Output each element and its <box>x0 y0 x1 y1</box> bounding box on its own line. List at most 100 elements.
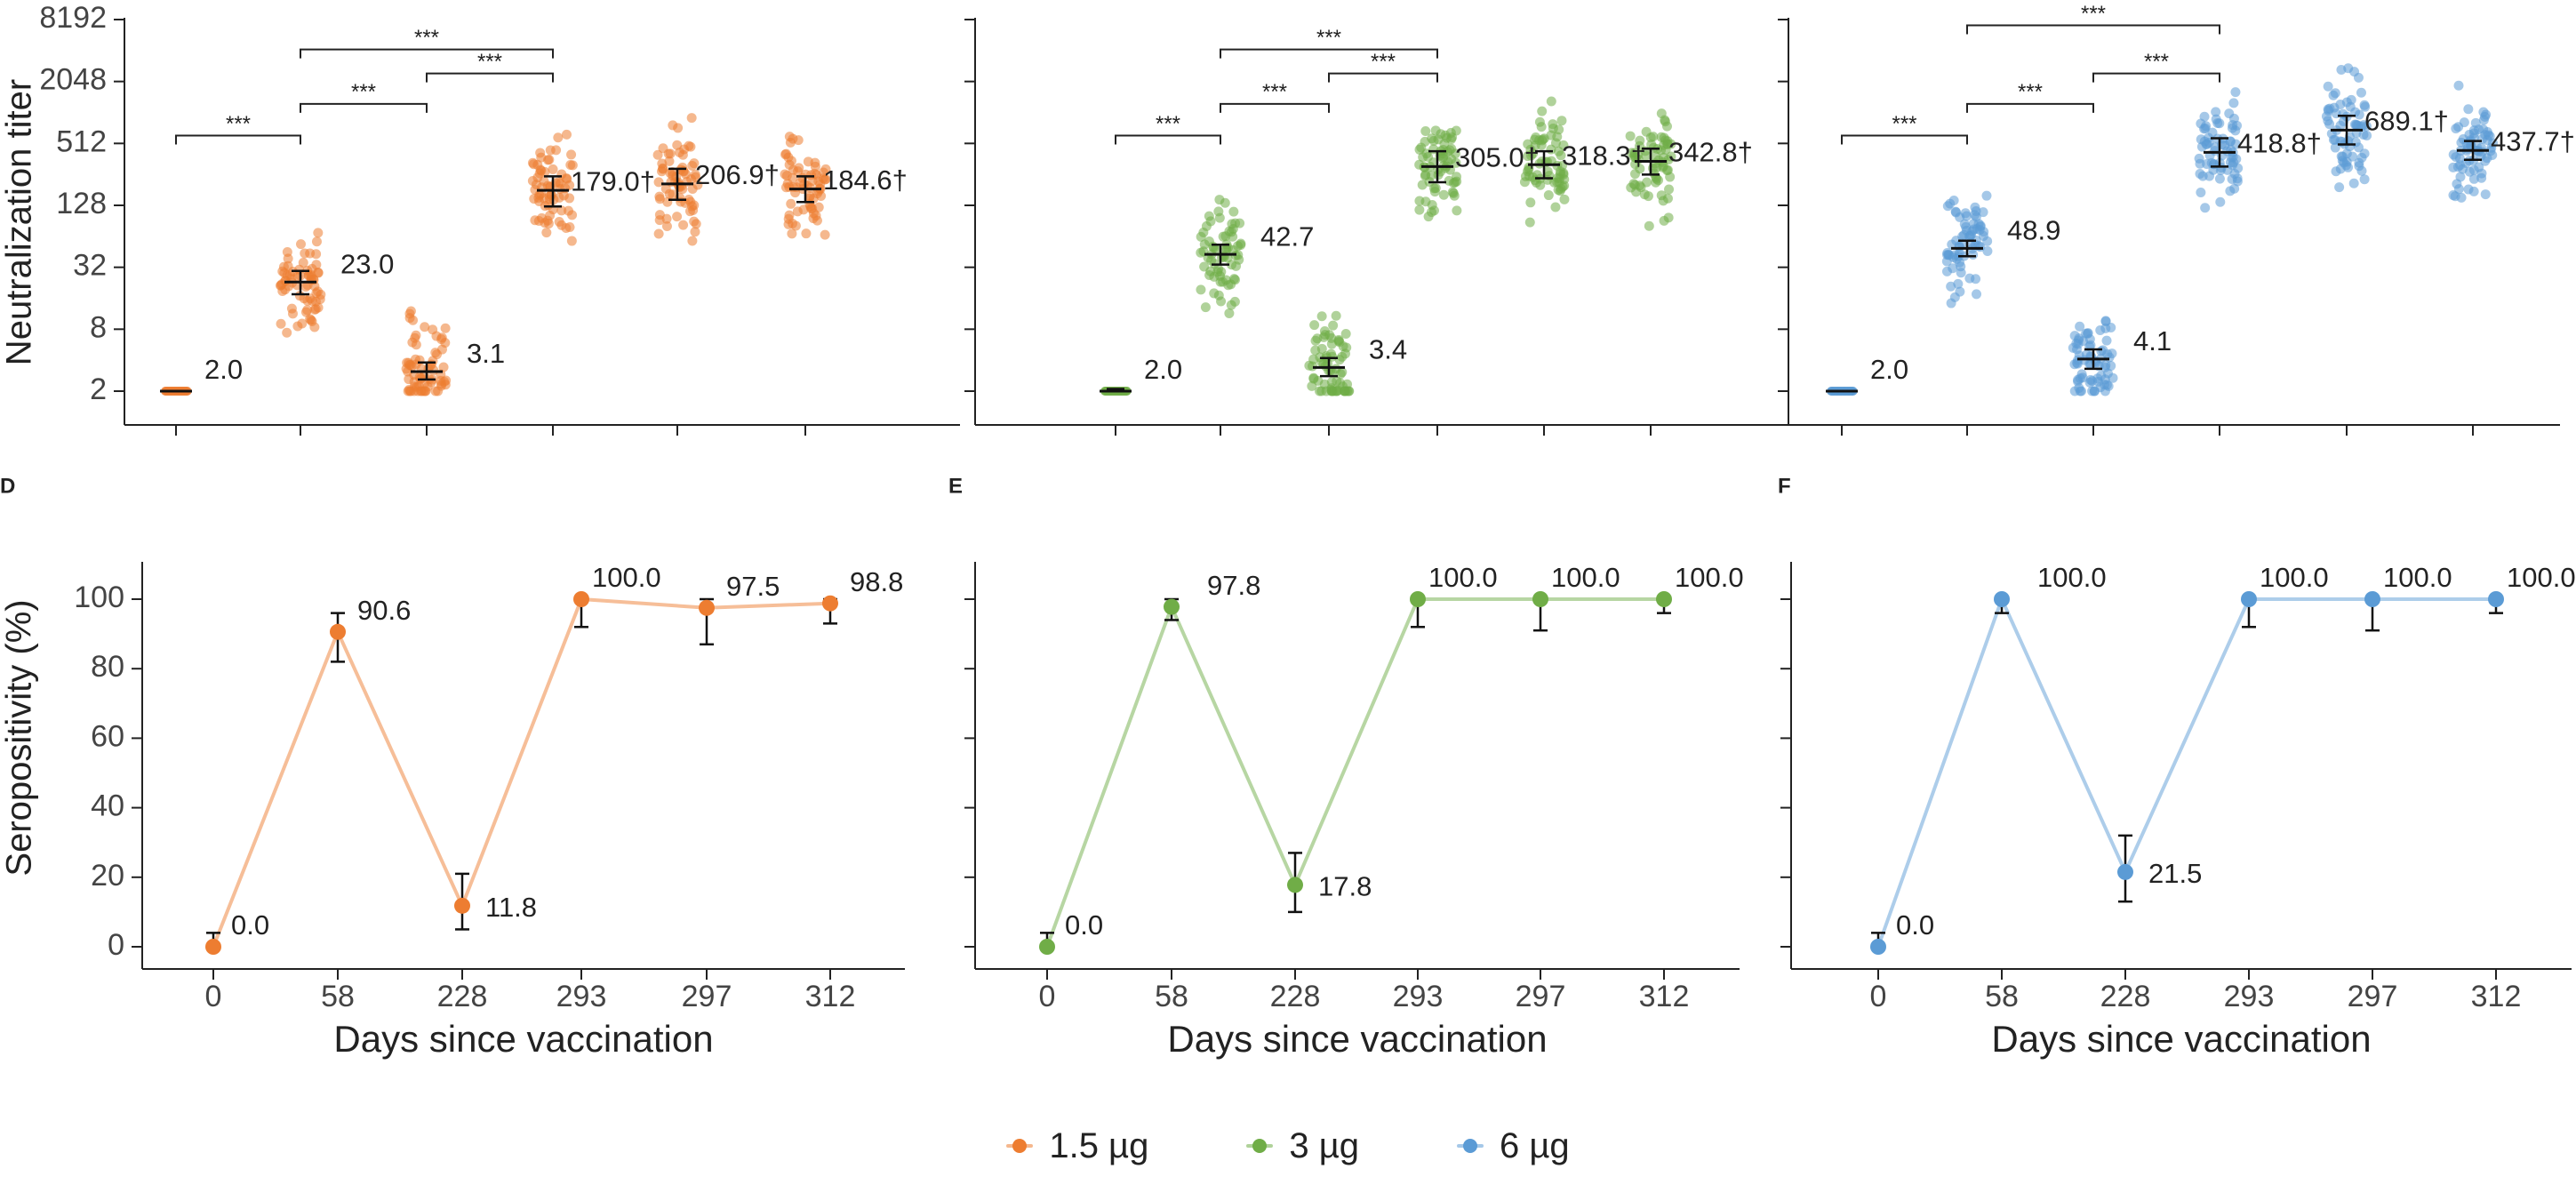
data-point <box>653 228 664 239</box>
data-point <box>1641 126 1652 137</box>
data-point <box>430 386 441 396</box>
data-point <box>2485 146 2496 156</box>
data-point <box>666 177 676 188</box>
data-point <box>2233 163 2244 173</box>
data-point <box>1534 116 1545 127</box>
data-point <box>1196 247 1206 258</box>
data-label: 0.0 <box>1065 909 1103 941</box>
data-point <box>2348 178 2359 188</box>
data-point <box>1226 227 1236 237</box>
legend-key-blue <box>1457 1133 1484 1159</box>
significance-bracket <box>1841 134 1968 145</box>
data-point <box>1447 187 1458 197</box>
data-label: 305.0† <box>1455 142 1540 173</box>
data-point <box>564 221 575 232</box>
data-point <box>2360 101 2371 112</box>
data-point <box>540 218 550 228</box>
x-tick-label: 297 <box>1516 980 1566 1013</box>
significance-bracket <box>1220 102 1330 113</box>
data-point <box>1447 132 1458 143</box>
data-point <box>1333 334 1344 345</box>
significance-bracket <box>2092 72 2220 83</box>
x-axis-title: Days since vaccination <box>1167 1018 1547 1060</box>
data-point <box>282 327 292 338</box>
data-point <box>2353 72 2364 83</box>
data-point <box>2098 345 2108 356</box>
data-point <box>2482 135 2492 146</box>
legend-key-green <box>1246 1133 1274 1159</box>
data-point <box>662 196 673 207</box>
data-point <box>1542 166 1553 177</box>
data-point <box>1650 151 1660 162</box>
data-point <box>1446 154 1457 164</box>
x-tick-label: 0 <box>1870 980 1887 1013</box>
data-point <box>2117 863 2133 880</box>
data-point <box>2364 591 2380 607</box>
data-point <box>2092 373 2103 384</box>
data-point <box>685 196 696 207</box>
data-point <box>1287 877 1303 893</box>
data-point <box>822 595 838 612</box>
data-point <box>686 173 697 184</box>
data-point <box>2351 120 2362 131</box>
data-point <box>2211 114 2221 124</box>
data-point <box>2452 179 2462 189</box>
data-point <box>284 281 294 292</box>
data-point <box>1430 183 1441 194</box>
data-point <box>1553 146 1564 156</box>
data-point <box>2215 165 2226 176</box>
legend-item-6ug: 6 µg <box>1457 1126 1570 1166</box>
data-point <box>1313 375 1324 386</box>
data-point <box>788 164 798 175</box>
data-point <box>2196 187 2206 197</box>
data-point <box>544 155 555 165</box>
data-point <box>1941 266 1952 276</box>
significance-bracket <box>426 72 554 83</box>
data-point <box>1224 308 1235 318</box>
y-tick-label: 100 <box>74 580 124 614</box>
data-label: 100.0 <box>1551 562 1620 593</box>
data-point <box>665 168 676 179</box>
significance-label: *** <box>477 50 502 74</box>
panel-letter: F <box>1778 474 1791 498</box>
significance-bracket <box>1220 48 1438 59</box>
data-point <box>2241 591 2257 607</box>
data-point <box>2331 166 2341 177</box>
y-tick-label: 128 <box>56 187 107 220</box>
data-label: 98.8 <box>850 566 903 597</box>
x-tick-label: 312 <box>805 980 856 1013</box>
data-point <box>654 191 665 202</box>
data-point <box>1211 244 1221 254</box>
data-point <box>1625 131 1636 141</box>
data-point <box>406 361 417 372</box>
data-point <box>810 157 820 168</box>
data-point <box>1304 360 1315 371</box>
significance-label: *** <box>1262 80 1287 104</box>
data-point <box>1438 189 1449 200</box>
data-point <box>699 599 715 616</box>
data-point <box>1228 206 1239 217</box>
data-point <box>1546 96 1556 107</box>
x-tick-label: 58 <box>1985 980 2019 1013</box>
data-point <box>2468 173 2479 184</box>
data-point <box>1229 275 1240 285</box>
data-point <box>1643 191 1653 202</box>
data-point <box>440 380 451 390</box>
data-label: 0.0 <box>1896 909 1934 941</box>
data-point <box>690 227 700 237</box>
data-label: 100.0 <box>2037 562 2107 593</box>
data-point <box>283 253 293 264</box>
data-point <box>1196 231 1206 242</box>
data-point <box>2448 149 2459 160</box>
data-label: 97.8 <box>1207 570 1260 601</box>
data-point <box>2228 152 2238 163</box>
data-point <box>1978 207 1988 218</box>
data-point <box>553 132 564 143</box>
significance-bracket <box>1328 72 1438 83</box>
data-point <box>287 308 298 319</box>
data-point <box>532 159 543 170</box>
data-point <box>665 148 676 159</box>
data-point <box>306 315 316 325</box>
data-label: 100.0 <box>2507 562 2576 593</box>
